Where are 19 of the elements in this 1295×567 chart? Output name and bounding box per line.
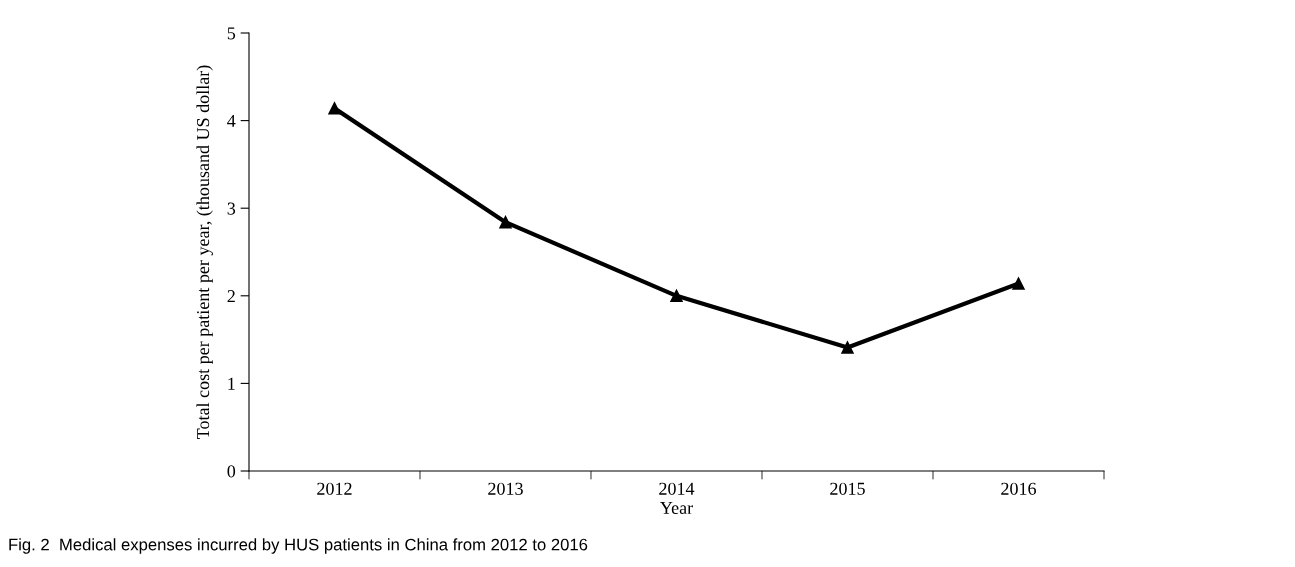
point	[328, 102, 341, 115]
point	[670, 289, 683, 303]
y-tick-label: 4	[227, 114, 236, 127]
point	[841, 341, 854, 354]
x-tick-label: 2012	[317, 482, 352, 495]
y-tick-label: 1	[228, 377, 235, 390]
x-tick-label: 2013	[488, 482, 523, 495]
y-tick-label: 5	[227, 27, 236, 40]
y-tick-label: 3	[227, 202, 236, 215]
x-tick-label: 2014	[659, 482, 695, 495]
y-tick-label: 2	[227, 290, 235, 303]
y-axis-title: Total cost per patient per year, (thousand US dollar)	[196, 65, 213, 439]
caption: Fig. 2 Medical expenses incurred by HUS patients in China from 2012 to 2016	[9, 538, 588, 554]
y-tick-label: 0	[227, 465, 236, 478]
point	[1012, 277, 1025, 290]
point	[499, 215, 512, 229]
x-tick-label: 2015	[830, 482, 865, 495]
x-axis-title: Year	[660, 501, 693, 514]
x-tick-label: 2016	[1001, 482, 1037, 495]
